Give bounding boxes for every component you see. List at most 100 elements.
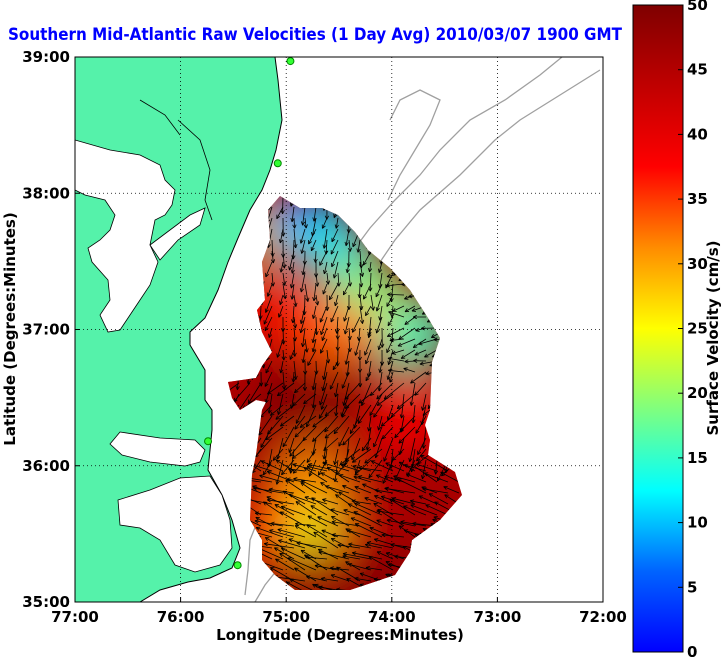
velocity-arrow xyxy=(270,404,284,416)
velocity-arrow xyxy=(381,533,405,538)
velocity-arrow xyxy=(330,574,350,582)
velocity-arrow xyxy=(404,359,416,364)
velocity-arrow xyxy=(410,504,438,516)
velocity-arrow xyxy=(362,483,383,494)
velocity-arrow xyxy=(294,382,306,394)
velocity-arrow xyxy=(328,283,339,301)
velocity-arrow xyxy=(276,382,295,397)
velocity-arrow xyxy=(288,437,295,453)
velocity-arrow xyxy=(341,371,350,389)
velocity-arrow xyxy=(374,495,394,505)
velocity-arrow xyxy=(303,393,317,405)
velocity-arrow xyxy=(292,338,297,357)
velocity-arrow xyxy=(290,261,295,274)
velocity-arrow xyxy=(289,349,295,360)
velocity-arrow xyxy=(292,316,298,329)
y-axis-label: Latitude (Degrees:Minutes) xyxy=(1,212,19,445)
gridlines xyxy=(75,57,603,602)
velocity-arrow xyxy=(322,283,328,295)
velocity-arrow xyxy=(374,488,394,494)
velocity-arrow xyxy=(381,426,394,440)
velocity-arrow xyxy=(363,283,372,300)
x-tick-label: 75:00 xyxy=(262,608,310,626)
velocity-arrow xyxy=(376,519,394,527)
velocity-arrow xyxy=(376,551,394,560)
velocity-arrow xyxy=(331,228,339,243)
velocity-arrow xyxy=(375,316,383,334)
velocity-arrow xyxy=(301,349,306,363)
velocity-arrow xyxy=(295,501,317,516)
velocity-arrow xyxy=(387,356,405,362)
velocity-arrow xyxy=(351,437,361,461)
velocity-arrow xyxy=(299,305,306,324)
velocity-arrow xyxy=(370,460,394,472)
velocity-arrow xyxy=(314,564,339,571)
velocity-arrow xyxy=(304,338,309,353)
velocity-arrow xyxy=(387,292,405,297)
velocity-arrow xyxy=(377,371,383,392)
velocity-arrow xyxy=(260,460,284,472)
velocity-arrow xyxy=(299,272,306,293)
velocity-arrow xyxy=(423,472,449,483)
velocity-arrow xyxy=(293,294,298,307)
velocity-arrow xyxy=(365,371,372,382)
velocity-arrow xyxy=(394,426,405,439)
velocity-arrow xyxy=(347,529,372,538)
velocity-arrow xyxy=(364,349,372,365)
velocity-arrow xyxy=(282,426,295,448)
chesapeake-bay xyxy=(75,139,176,333)
velocity-arrow xyxy=(385,283,405,288)
velocity-arrow xyxy=(288,250,295,271)
velocity-arrow xyxy=(364,497,383,505)
velocity-arrow xyxy=(348,542,372,549)
velocity-arrow xyxy=(313,250,318,263)
velocity-arrow xyxy=(278,305,284,318)
velocity-arrow xyxy=(404,305,416,313)
velocity-arrow xyxy=(318,585,350,590)
velocity-arrow xyxy=(386,294,394,307)
velocity-arrow xyxy=(321,327,328,341)
velocity-arrow xyxy=(264,371,273,387)
velocity-arrow xyxy=(263,542,295,549)
velocity-arrow xyxy=(330,508,350,516)
colorbar-tick-label: 10 xyxy=(687,514,708,532)
velocity-arrow xyxy=(357,360,363,373)
velocity-arrow xyxy=(420,454,449,472)
velocity-arrow xyxy=(322,461,350,472)
velocity-arrow xyxy=(387,316,394,327)
y-tick-label: 35:00 xyxy=(22,593,70,611)
velocity-arrow xyxy=(330,239,339,255)
velocity-arrow xyxy=(282,490,306,505)
velocity-arrow xyxy=(322,498,339,505)
velocity-arrow xyxy=(354,502,383,516)
velocity-arrow xyxy=(317,516,339,527)
velocity-arrow xyxy=(265,360,273,374)
velocity-arrow xyxy=(331,516,350,527)
colorbar-tick-label: 40 xyxy=(687,125,708,143)
velocity-arrow xyxy=(384,475,405,483)
y-tick-label: 39:00 xyxy=(22,48,70,66)
velocity-arrow xyxy=(315,272,320,287)
velocity-arrow xyxy=(308,459,317,477)
velocity-arrow xyxy=(254,511,273,516)
x-axis-ticks: 77:00 76:00 75:00 74:00 73:00 72:00 xyxy=(51,597,627,626)
velocity-arrow xyxy=(315,294,320,306)
velocity-arrow xyxy=(415,415,427,434)
velocity-arrow xyxy=(342,484,361,494)
velocity-arrow xyxy=(307,462,339,472)
velocity-arrow xyxy=(331,533,350,538)
velocity-arrow xyxy=(322,228,328,249)
velocity-arrow xyxy=(375,474,394,483)
velocity-arrow xyxy=(265,426,284,441)
velocity-arrow xyxy=(386,327,405,337)
velocity-arrow xyxy=(373,426,383,448)
velocity-arrow xyxy=(411,404,416,424)
velocity-arrow xyxy=(294,567,317,582)
velocity-arrow xyxy=(294,415,306,430)
velocity-arrow xyxy=(303,467,328,483)
velocity-arrow xyxy=(277,393,284,415)
velocity-arrow xyxy=(347,562,372,571)
velocity-arrow xyxy=(295,404,306,424)
velocity-arrow xyxy=(259,474,284,483)
velocity-arrow xyxy=(265,261,273,278)
